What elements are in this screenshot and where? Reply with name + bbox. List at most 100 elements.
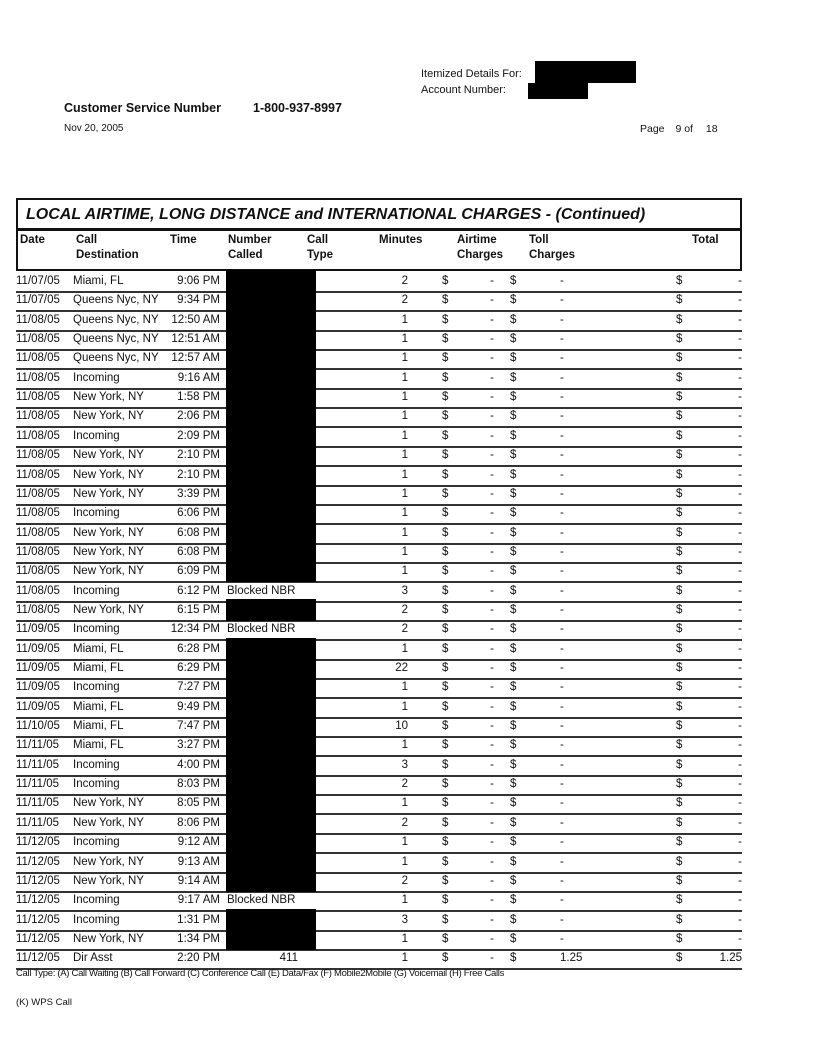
- total-charge: -: [738, 700, 742, 713]
- toll-currency: $: [510, 275, 517, 287]
- toll-charge: -: [560, 410, 564, 423]
- itemized-label: Itemized Details For:: [421, 68, 522, 80]
- airtime-charge: -: [490, 313, 494, 326]
- minutes: 1: [401, 313, 408, 326]
- total-charge: -: [738, 836, 742, 849]
- toll-charge: -: [560, 545, 564, 558]
- toll-charge: -: [560, 700, 564, 713]
- call-type-legend: Call Type: (A) Call Waiting (B) Call For…: [16, 968, 505, 979]
- page-total: 18: [705, 123, 718, 135]
- toll-charge: -: [560, 758, 564, 771]
- minutes: 3: [401, 584, 408, 597]
- time: 9:12 AM: [177, 836, 220, 849]
- total-charge: 1.25: [719, 952, 742, 965]
- toll-currency: $: [510, 294, 517, 307]
- airtime-currency: $: [442, 487, 449, 500]
- time: 6:08 PM: [177, 545, 220, 558]
- destination: Incoming: [73, 778, 120, 791]
- number-called: Blocked NBR: [227, 623, 296, 636]
- minutes: 1: [401, 836, 408, 849]
- toll-charge: -: [560, 391, 564, 404]
- minutes: 2: [401, 603, 408, 616]
- destination: Incoming: [73, 894, 120, 907]
- toll-charge: -: [560, 681, 564, 694]
- destination: Miami, FL: [73, 662, 124, 674]
- table-row: 11/07/05 Queens Nyc, NY 9:34 PM 2 $ - $ - $ -: [16, 289, 742, 313]
- date: 11/07/05: [16, 294, 60, 307]
- airtime-currency: $: [442, 758, 449, 771]
- total-currency: $: [676, 565, 683, 578]
- minutes: 2: [401, 816, 408, 829]
- toll-currency: $: [510, 700, 517, 713]
- date: 11/08/05: [16, 429, 60, 442]
- total-charge: -: [738, 333, 742, 346]
- cs-label: Customer Service Number: [64, 101, 222, 115]
- destination: New York, NY: [73, 545, 144, 558]
- cs-number: 1-800-937-8997: [253, 101, 342, 115]
- date: 11/08/05: [16, 449, 60, 462]
- total-charge: -: [738, 275, 742, 287]
- destination: Incoming: [73, 681, 120, 694]
- total-charge: -: [738, 681, 742, 694]
- time: 6:12 PM: [177, 584, 220, 597]
- page-number: 9: [675, 123, 682, 135]
- table-row: 11/12/05 Incoming 9:17 AM 1 $ - $ - $ - Blocked NB…: [16, 891, 742, 913]
- redacted-number: [226, 270, 316, 292]
- total-currency: $: [676, 526, 683, 539]
- toll-currency: $: [510, 352, 517, 365]
- table-row: 11/08/05 Incoming 9:16 AM 1 $ - $ - $ -: [16, 366, 742, 390]
- total-charge: -: [738, 429, 742, 442]
- toll-currency: $: [510, 816, 517, 829]
- col-minutes: Minutes: [379, 234, 423, 246]
- total-currency: $: [676, 816, 683, 829]
- date: 11/10/05: [16, 720, 60, 733]
- airtime-currency: $: [442, 352, 449, 365]
- redacted-number: [226, 869, 316, 892]
- redacted-account: [528, 83, 588, 99]
- minutes: 2: [401, 623, 408, 636]
- time: 9:06 PM: [177, 275, 220, 287]
- date: 11/12/05: [16, 874, 60, 887]
- airtime-currency: $: [442, 526, 449, 539]
- date: 11/08/05: [16, 333, 60, 346]
- call-type-legend-2: (K) WPS Call: [16, 997, 72, 1008]
- date: 11/09/05: [16, 681, 60, 694]
- date: 11/11/05: [16, 778, 60, 791]
- page-label: Page: [640, 123, 665, 135]
- table-row: 11/08/05 Queens Nyc, NY 12:50 AM 1 $ - $ - $ -: [16, 308, 742, 332]
- time: 3:27 PM: [177, 739, 220, 752]
- total-currency: $: [676, 662, 683, 674]
- total-currency: $: [676, 952, 683, 965]
- time: 9:34 PM: [177, 294, 220, 307]
- col-toll: Toll Charges: [529, 234, 576, 261]
- minutes: 1: [401, 449, 408, 462]
- total-currency: $: [676, 391, 683, 404]
- toll-currency: $: [510, 526, 517, 539]
- total-currency: $: [676, 836, 683, 849]
- table-row: 11/08/05 Queens Nyc, NY 12:57 AM 1 $ - $ - $ -: [16, 347, 742, 371]
- col-destination: Call Destination: [76, 234, 139, 261]
- toll-currency: $: [510, 720, 517, 733]
- airtime-currency: $: [442, 720, 449, 733]
- airtime-charge: -: [490, 874, 494, 887]
- time: 8:05 PM: [177, 797, 220, 810]
- toll-currency: $: [510, 545, 517, 558]
- toll-currency: $: [510, 855, 517, 868]
- destination: Dir Asst: [73, 952, 113, 965]
- minutes: 2: [401, 275, 408, 287]
- airtime-currency: $: [442, 333, 449, 346]
- airtime-charge: -: [490, 429, 494, 442]
- toll-charge: -: [560, 294, 564, 307]
- toll-charge: -: [560, 836, 564, 849]
- time: 7:27 PM: [177, 681, 220, 694]
- airtime-currency: $: [442, 429, 449, 442]
- destination: New York, NY: [73, 932, 144, 945]
- minutes: 1: [401, 797, 408, 810]
- airtime-charge: -: [490, 816, 494, 829]
- airtime-charge: -: [490, 739, 494, 752]
- airtime-charge: -: [490, 371, 494, 384]
- total-currency: $: [676, 642, 683, 655]
- airtime-charge: -: [490, 545, 494, 558]
- toll-charge: -: [560, 333, 564, 346]
- toll-charge: -: [560, 720, 564, 733]
